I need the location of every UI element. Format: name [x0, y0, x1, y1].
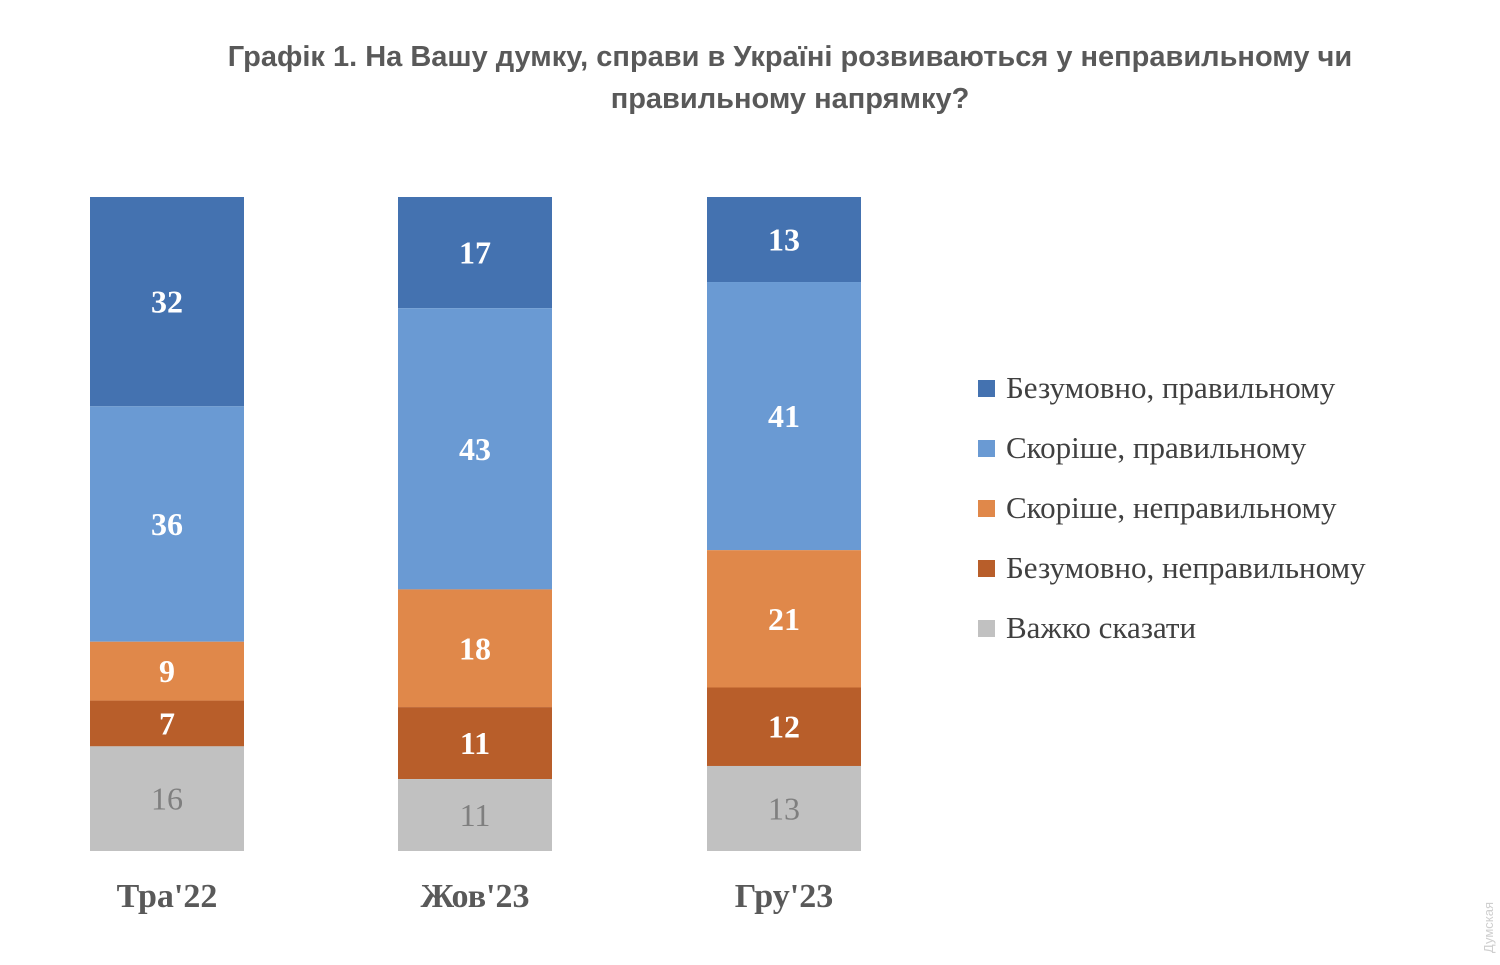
bar-segment-2-4 [398, 707, 552, 780]
bar-segment-2-5 [398, 779, 552, 851]
legend-item-1: Безумовно, правильному [978, 358, 1366, 418]
chart-legend: Безумовно, правильному Скоріше, правильно… [978, 358, 1366, 658]
legend-swatch [978, 559, 995, 577]
legend-label: Безумовно, неправильному [1006, 550, 1366, 585]
bar-segment-1-5 [90, 746, 244, 851]
bar-segment-1-2 [90, 406, 244, 642]
data-label-2-3: 18 [459, 630, 491, 666]
category-label-3: Гру'23 [735, 878, 833, 915]
data-label-3-4: 12 [768, 709, 800, 745]
bar-segment-1-4 [90, 700, 244, 747]
legend-item-3: Скоріше, неправильному [978, 478, 1366, 538]
data-label-1-1: 32 [151, 284, 183, 320]
data-label-3-1: 13 [768, 222, 800, 258]
data-label-3-5: 13 [768, 790, 800, 826]
data-label-3-2: 41 [768, 398, 800, 434]
legend-label: Скоріше, неправильному [1006, 490, 1337, 525]
data-label-2-2: 43 [459, 431, 491, 467]
chart-title-line-1: Графік 1. На Вашу думку, справи в Україн… [227, 41, 1353, 73]
data-label-2-4: 11 [460, 725, 490, 761]
bar-segment-3-4 [707, 687, 861, 766]
data-label-1-3: 9 [159, 653, 175, 689]
data-label-1-5: 16 [151, 781, 183, 817]
category-label-2: Жов'23 [420, 878, 529, 915]
legend-swatch [978, 379, 995, 397]
category-label-1: Тра'22 [117, 878, 218, 915]
bar-segment-1-1 [90, 197, 244, 407]
legend-item-2: Скоріше, правильному [978, 418, 1366, 478]
watermark: Думская [1481, 901, 1496, 953]
bar-segment-2-1 [398, 197, 552, 309]
data-label-3-3: 21 [768, 601, 800, 637]
bar-segment-3-2 [707, 282, 861, 551]
legend-item-4: Безумовно, неправильному [978, 538, 1366, 598]
chart-title-line-2: правильному напрямку? [610, 83, 970, 115]
bar-segment-3-1 [707, 197, 861, 283]
bar-segment-2-3 [398, 589, 552, 708]
legend-item-5: Важко сказати [978, 598, 1366, 658]
legend-label: Скоріше, правильному [1006, 430, 1307, 465]
bar-segment-1-3 [90, 641, 244, 701]
data-label-1-2: 36 [151, 506, 183, 542]
bar-segment-3-5 [707, 765, 861, 851]
bar-segment-3-3 [707, 550, 861, 688]
legend-swatch [978, 439, 995, 457]
chart-title: Графік 1. На Вашу думку, справи в Україн… [150, 36, 1430, 120]
legend-label: Безумовно, правильному [1006, 370, 1336, 405]
legend-swatch [978, 499, 995, 517]
bar-segment-2-2 [398, 308, 552, 590]
data-label-2-1: 17 [459, 235, 491, 271]
legend-swatch [978, 619, 995, 637]
data-label-1-4: 7 [159, 705, 175, 741]
legend-label: Важко сказати [1006, 610, 1197, 645]
data-label-2-5: 11 [460, 797, 491, 833]
